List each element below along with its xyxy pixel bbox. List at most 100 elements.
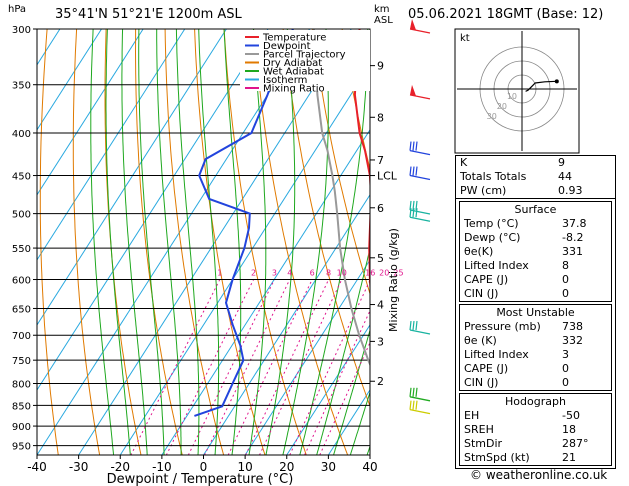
mixing-ratio-label: 2 <box>251 269 256 278</box>
y-tick-label: 900 <box>12 422 31 433</box>
y-tick-label: 650 <box>12 304 31 315</box>
mixing-ratio-line <box>245 279 330 455</box>
index-value: 0 <box>562 273 569 286</box>
mixing-ratio-line <box>304 309 370 455</box>
y-tick-label: 400 <box>12 129 31 140</box>
index-value: 331 <box>562 245 583 258</box>
height-tick-label: 8 <box>377 111 384 124</box>
index-value: 332 <box>562 334 583 347</box>
index-row: CIN (J) 0 <box>460 287 611 301</box>
index-value: 37.8 <box>562 217 587 230</box>
height-tick-label: 7 <box>377 154 384 167</box>
index-row: PW (cm) 0.93 <box>456 184 615 198</box>
wet-adiabat-line <box>156 29 182 455</box>
surface-section: Surface Temp (°C) 37.8 Dewp (°C) -8.2 θe(K) 3… <box>459 201 612 302</box>
index-value: 44 <box>558 170 572 183</box>
parcel-trajectory-line <box>312 29 370 367</box>
index-row: Pressure (mb) 738 <box>460 320 611 334</box>
index-row: Lifted Index 8 <box>460 259 611 273</box>
legend-label: Wet Adiabat <box>263 67 324 78</box>
index-row: θe(K) 331 <box>460 245 611 259</box>
index-value: 18 <box>562 423 576 436</box>
y-tick-label: 300 <box>12 25 31 36</box>
index-row: StmSpd (kt) 21 <box>460 451 611 465</box>
index-value: 9 <box>558 156 565 169</box>
height-tick-label: 2 <box>377 375 384 388</box>
index-key: StmSpd (kt) <box>464 451 530 464</box>
height-unit-label: km ASL <box>374 4 393 26</box>
indices-top-section: K 9 Totals Totals 44 PW (cm) 0.93 <box>456 156 615 199</box>
index-key: Temp (°C) <box>464 217 519 230</box>
mixing-ratio-line <box>204 279 291 455</box>
index-value: 0 <box>562 287 569 300</box>
dry-adiabat-line <box>39 29 59 455</box>
wind-barb <box>409 149 431 156</box>
wind-barb-feather <box>409 387 412 397</box>
mixing-ratio-label: 25 <box>393 269 403 278</box>
mixing-ratio-line <box>258 279 343 455</box>
wind-barb <box>409 28 431 34</box>
wet-adiabat-line <box>121 29 148 455</box>
index-value: -8.2 <box>562 231 584 244</box>
height-tick-label: 3 <box>377 335 384 348</box>
unstable-section: Most Unstable Pressure (mb) 738 θe (K) 332 L… <box>459 304 612 391</box>
isobar-lines <box>37 28 370 447</box>
legend-label: Temperature <box>262 33 326 44</box>
index-key: SREH <box>464 423 494 436</box>
wind-barb-pennant <box>410 84 416 96</box>
location-title: 35°41'N 51°21'E 1200m ASL <box>55 7 242 22</box>
hodograph-end-marker <box>554 79 559 84</box>
mixing-ratio-label: 16 <box>365 269 375 278</box>
y-tick-label: 800 <box>12 380 31 391</box>
index-value: 8 <box>562 259 569 272</box>
legend-label: Dry Adiabat <box>263 58 322 69</box>
wind-barb-feather <box>415 200 418 211</box>
wind-barb <box>409 94 431 100</box>
index-row: Temp (°C) 37.8 <box>460 217 611 231</box>
height-tick-label: 4 <box>377 299 384 312</box>
unstable-title: Most Unstable <box>496 306 575 319</box>
index-key: Pressure (mb) <box>464 320 541 333</box>
y-tick-label: 700 <box>12 331 31 342</box>
wet-adiabat-line <box>105 29 131 455</box>
index-value: 0.93 <box>558 184 583 197</box>
temperature-line <box>353 29 370 294</box>
index-key: Lifted Index <box>464 348 529 361</box>
wind-barb-feather <box>412 208 415 218</box>
wind-barbs <box>409 19 431 415</box>
axis-labels: 3003504004505005506006507007508008509009… <box>12 25 404 474</box>
wind-barb-feather <box>412 141 415 151</box>
mixing-ratio-label: 8 <box>326 269 331 278</box>
mixing-ratio-line <box>165 279 255 455</box>
wind-barb <box>409 409 431 415</box>
wind-barb-feather <box>412 200 415 211</box>
index-key: CIN (J) <box>464 287 499 300</box>
copyright-footer[interactable]: © weatheronline.co.uk <box>470 468 608 482</box>
wind-barb <box>409 216 431 222</box>
hodograph-ring-label: 20 <box>497 102 507 111</box>
index-key: Dewp (°C) <box>464 231 521 244</box>
surface-table: Temp (°C) 37.8 Dewp (°C) -8.2 θe(K) 331 Lifted… <box>460 217 611 301</box>
isotherm-line <box>37 29 186 261</box>
index-row: CAPE (J) 0 <box>460 362 611 376</box>
index-key: θe(K) <box>464 245 494 258</box>
height-tick-label: 9 <box>377 60 384 73</box>
index-value: 287° <box>562 437 589 450</box>
height-tick-label: 6 <box>377 202 384 215</box>
index-value: 3 <box>562 348 569 361</box>
wind-barb-feather <box>415 320 418 331</box>
height-unit-line2: ASL <box>374 15 393 26</box>
mixing-ratio-label: 3 <box>272 269 277 278</box>
legend-background <box>240 30 370 91</box>
x-tick-label: -40 <box>27 460 47 474</box>
hodograph-unit-label: kt <box>460 33 470 44</box>
wind-barb-feather <box>409 200 412 211</box>
index-value: 0 <box>562 376 569 389</box>
index-key: PW (cm) <box>460 184 507 197</box>
pressure-unit-label: hPa <box>8 4 27 15</box>
x-tick-label: -30 <box>69 460 89 474</box>
index-row: θe (K) 332 <box>460 334 611 348</box>
hodograph-frame <box>454 28 580 154</box>
mixing-ratio-axis-title: Mixing Ratio (g/kg) <box>387 228 400 332</box>
